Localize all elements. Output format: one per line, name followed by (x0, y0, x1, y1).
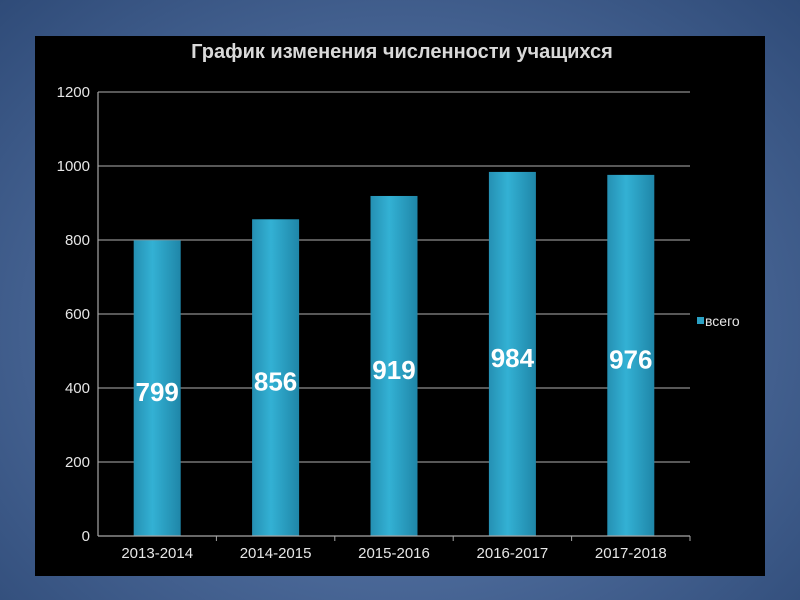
bar (252, 219, 300, 536)
data-label: 856 (254, 367, 297, 397)
y-tick-label: 1000 (57, 158, 90, 175)
legend: всего (697, 313, 740, 329)
bar (370, 195, 418, 536)
data-label: 984 (491, 343, 535, 373)
x-tick-label: 2013-2014 (121, 545, 193, 562)
x-tick-label: 2016-2017 (477, 545, 549, 562)
y-tick-label: 0 (82, 528, 90, 545)
x-tick-label: 2015-2016 (358, 545, 430, 562)
x-tick-label: 2017-2018 (595, 545, 667, 562)
chart-svg: График изменения численности учащихся 79… (57, 41, 740, 562)
y-tick-label: 1200 (57, 84, 90, 101)
y-tick-label: 600 (65, 306, 90, 323)
y-tick-label: 800 (65, 232, 90, 249)
bar (607, 174, 655, 536)
y-tick-label: 400 (65, 380, 90, 397)
data-label-layer: 799 856 919 984 976 (136, 343, 653, 407)
x-tick-label: 2014-2015 (240, 545, 312, 562)
bar (133, 240, 181, 536)
y-tick-label: 200 (65, 454, 90, 471)
axis-layer: 0 200 400 600 800 1000 1200 2013-2014 2014-2015 2… (57, 84, 691, 562)
bar (488, 171, 536, 537)
legend-swatch (697, 317, 704, 324)
bar-layer (133, 171, 655, 537)
chart-title: График изменения численности учащихся (191, 41, 613, 63)
data-label: 919 (372, 355, 415, 385)
legend-label: всего (705, 313, 740, 329)
data-label: 799 (136, 377, 179, 407)
data-label: 976 (609, 344, 652, 374)
chart-frame: График изменения численности учащихся 79… (35, 36, 765, 576)
